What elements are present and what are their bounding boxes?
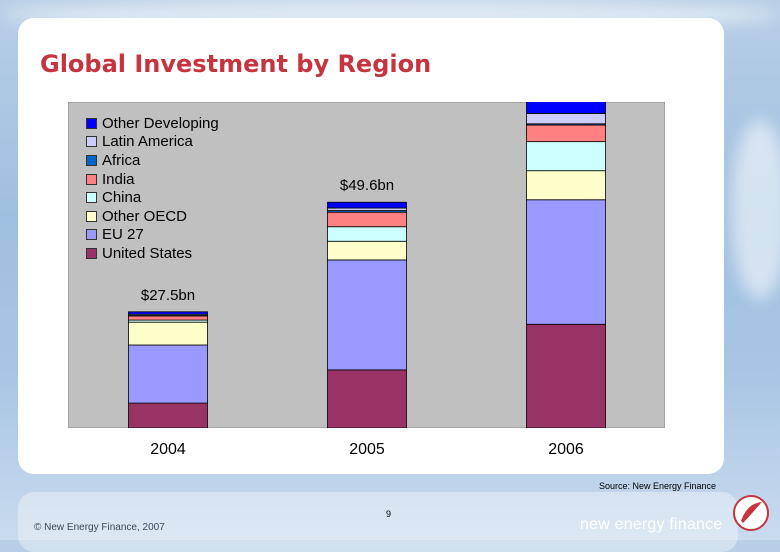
legend-swatch [86,118,97,129]
bar-segment-2005-india [328,212,407,227]
legend-item-india: India [86,170,246,189]
bar-segment-2005-united-states [328,370,407,428]
legend-item-eu-27: EU 27 [86,226,246,245]
legend-item-africa: Africa [86,151,246,170]
legend-label: Other OECD [102,208,187,225]
legend-swatch [86,174,97,185]
bar-segment-2005-other-oecd [328,241,407,260]
legend-swatch [86,155,97,166]
legend-label: Other Developing [102,115,219,132]
legend-item-other-developing: Other Developing [86,114,246,133]
bar-segment-2004-other-developing [129,312,208,314]
bar-segment-2004-eu-27 [129,345,208,403]
bar-segment-2005-other-developing [328,202,407,208]
legend-swatch [86,229,97,240]
legend-swatch [86,248,97,259]
legend-label: EU 27 [102,226,144,243]
legend-swatch [86,211,97,222]
bar-segment-2006-united-states [527,324,606,428]
x-tick-label-2005: 2005 [337,441,397,459]
legend-item-china: China [86,188,246,207]
legend-item-other-oecd: Other OECD [86,207,246,226]
slide-title: Global Investment by Region [40,50,431,78]
bar-segment-2005-eu-27 [328,260,407,370]
bar-segment-2004-other-oecd [129,322,208,345]
x-tick-label-2006: 2006 [536,441,596,459]
legend-label: Africa [102,152,140,169]
legend-label: China [102,189,141,206]
total-label-2005: $49.6bn [340,177,394,194]
brand-wordmark: new energy finance [580,516,722,534]
bar-segment-2006-china [527,142,606,171]
x-tick-label-2004: 2004 [138,441,198,459]
legend-label: United States [102,245,192,262]
bar-segment-2005-china [328,227,407,242]
total-label-2004: $27.5bn [141,287,195,304]
legend-label: Latin America [102,133,193,150]
bar-segment-2006-other-developing [527,102,606,113]
bar-segment-2004-united-states [129,403,208,428]
bar-segment-2004-india [129,316,208,320]
legend-label: India [102,171,135,188]
copyright-text: © New Energy Finance, 2007 [34,522,165,533]
bar-segment-2006-other-oecd [527,171,606,200]
bar-segment-2006-latin-america [527,113,606,123]
legend-item-latin-america: Latin America [86,133,246,152]
legend-item-united-states: United States [86,244,246,263]
legend-swatch [86,136,97,147]
bar-segment-2006-eu-27 [527,200,606,325]
bar-segment-2006-india [527,125,606,142]
page-number: 9 [386,509,391,519]
brand-logo-icon [731,493,771,533]
source-note: Source: New Energy Finance [599,481,716,491]
legend-swatch [86,192,97,203]
